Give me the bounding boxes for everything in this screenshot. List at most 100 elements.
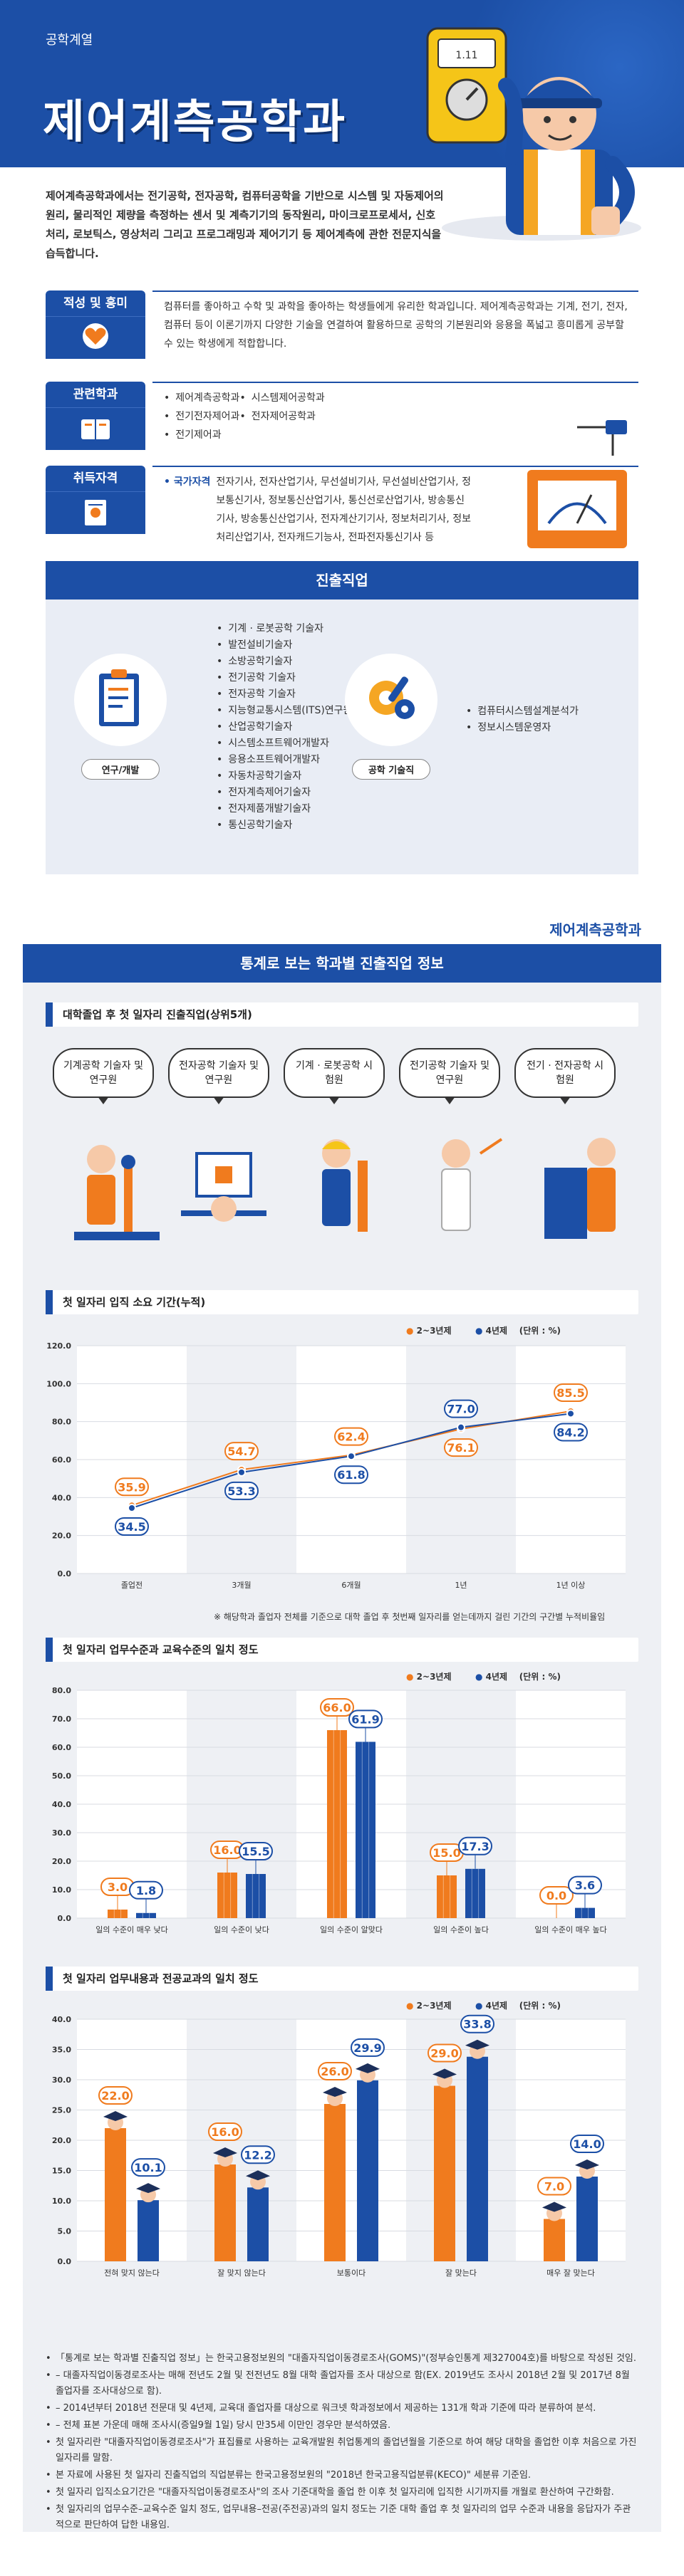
- footnote: 첫 일자리 입직소요기간은 "대졸자직업이동경로조사"의 조사 기준대학을 졸업…: [46, 2485, 638, 2501]
- related-section: 관련학과 제어계측공학과 전기전자제어과 전기제어과 시스템제어공학과 전자제어…: [46, 382, 638, 453]
- chart2-legend-s1: 4년제: [485, 1672, 508, 1682]
- stats-dept-tag: 제어계측공학과: [549, 921, 641, 938]
- bar: [544, 2219, 565, 2261]
- data-label: 29.0: [430, 2047, 458, 2061]
- data-label-box: [320, 1698, 354, 1717]
- bar: [465, 1868, 485, 1918]
- data-label: 84.2: [556, 1425, 584, 1439]
- research-label: 연구/개발: [81, 759, 160, 780]
- data-label: 62.4: [337, 1430, 365, 1444]
- y-tick-label: 10.0: [52, 1885, 71, 1895]
- data-label-box: [334, 1427, 368, 1446]
- related-label-box: 관련학과: [46, 382, 145, 450]
- y-tick-label: 60.0: [52, 1743, 71, 1752]
- chart3-legend: ● 2~3년제 ● 4년제 (단위 : %): [406, 1999, 561, 2011]
- data-label-box: [458, 1836, 492, 1855]
- related-item: 시스템제어공학과: [239, 389, 325, 407]
- series-tag: 공학계열: [46, 33, 93, 48]
- data-label: 26.0: [321, 2065, 348, 2078]
- data-label-box: [348, 1710, 383, 1729]
- legend-dot-orange: ●: [406, 2001, 414, 2011]
- chart1-legend: ● 2~3년제 ● 4년제 (단위 : %): [406, 1324, 561, 1336]
- grad-cap-icon: [246, 2170, 270, 2181]
- data-label-box: [98, 2086, 133, 2105]
- chart1-unit: (단위 : %): [519, 1326, 561, 1336]
- top5-title: 대학졸업 후 첫 일자리 진출직업(상위5개): [46, 1002, 638, 1027]
- data-label-box: [460, 2014, 494, 2033]
- career-item: 지능형교통시스템(ITS)연구원: [217, 703, 352, 719]
- qualification-items: 전자기사, 전자산업기사, 무선설비기사, 무선설비산업기사, 정보통신기사, …: [216, 476, 471, 543]
- y-tick-label: 40.0: [52, 2015, 71, 2024]
- career-title: 진출직업: [46, 561, 638, 600]
- bar: [357, 2080, 378, 2261]
- chart1-legend-s0: 2~3년제: [416, 1326, 452, 1336]
- y-tick-label: 40.0: [52, 1800, 71, 1809]
- top5-bubble: 기계공학 기술자 및 연구원: [53, 1048, 154, 1104]
- data-point: [347, 1452, 356, 1461]
- grad-cap-icon: [323, 2087, 347, 2097]
- y-tick-label: 100.0: [46, 1379, 71, 1388]
- y-tick-label: 35.0: [52, 2046, 71, 2055]
- data-label-box: [224, 1442, 259, 1461]
- x-tick-label: 일의 수준이 낮다: [214, 1925, 269, 1934]
- data-label-box: [224, 1481, 259, 1500]
- gear-wrench-icon: [345, 654, 437, 746]
- x-tick-label: 1년 이상: [556, 1581, 586, 1590]
- legend-dot-orange: ●: [406, 1326, 414, 1336]
- data-point: [237, 1467, 246, 1477]
- bar: [247, 2187, 269, 2261]
- book-icon: [46, 407, 145, 450]
- bar: [324, 2104, 346, 2261]
- chart3-title: 첫 일자리 업무내용과 전공교과의 일치 정도: [46, 1967, 638, 1991]
- hero: 공학계열 제어계측공학과 1.11 제어계측공학과에서는 전기공학, 전자공학,…: [0, 0, 684, 260]
- data-label-box: [208, 2122, 242, 2141]
- svg-text:1.11: 1.11: [455, 50, 477, 61]
- data-label: 77.0: [447, 1403, 475, 1416]
- y-tick-label: 60.0: [52, 1455, 71, 1465]
- grad-cap-icon: [432, 2068, 457, 2079]
- tech-label: 공학 기술직: [352, 759, 430, 780]
- career-item: 소방공학기술자: [217, 654, 352, 670]
- research-career-list: 기계 · 로봇공학 기술자 발전설비기술자 소방공학기술자 전기공학 기술자 전…: [217, 621, 352, 834]
- x-tick-label: 6개월: [341, 1581, 361, 1590]
- aptitude-label: 적성 및 흥미: [46, 290, 145, 316]
- bar: [108, 1910, 128, 1918]
- grad-cap-icon: [542, 2201, 566, 2212]
- data-label-box: [131, 2158, 165, 2177]
- x-tick-label: 일의 수준이 높다: [433, 1925, 489, 1934]
- data-point: [128, 1504, 136, 1512]
- career-item: 산업공학기술자: [217, 719, 352, 735]
- career-item: 전자제품개발기술자: [217, 801, 352, 817]
- career-item: 자동차공학기술자: [217, 768, 352, 785]
- bar: [327, 1730, 347, 1918]
- intro-text: 제어계측공학과에서는 전기공학, 전자공학, 컴퓨터공학을 기반으로 시스템 및…: [46, 189, 444, 260]
- grad-cap-icon: [575, 2159, 599, 2169]
- related-item: 제어계측공학과: [164, 389, 239, 407]
- career-item: 전자공학 기술자: [217, 686, 352, 703]
- chart1-title: 첫 일자리 입직 소요 기간(누적): [46, 1290, 638, 1314]
- data-label: 17.3: [461, 1840, 489, 1853]
- tech-career-list: 컴퓨터시스템설계분석가 정보시스템운영자: [466, 703, 579, 736]
- x-tick-label: 전혀 맞지 않는다: [104, 2268, 160, 2278]
- legend-dot-blue: ●: [475, 2001, 483, 2011]
- data-label-box: [241, 2145, 275, 2164]
- top5-bubble: 기계 · 로봇공학 시험원: [284, 1048, 385, 1104]
- chart3-svg: 0.0 5.0 10.0 15.0 20.0 25.0 30.0 35.0 40.0 전혀 맞지 …: [52, 2014, 626, 2278]
- data-label: 34.5: [118, 1520, 145, 1534]
- data-label: 15.0: [432, 1846, 460, 1860]
- bar: [437, 1875, 457, 1918]
- career-item: 통신공학기술자: [217, 817, 352, 834]
- y-tick-label: 70.0: [52, 1714, 71, 1724]
- grad-cap-icon: [356, 2063, 380, 2073]
- career-item: 전자계측제어기술자: [217, 785, 352, 801]
- bar: [356, 1742, 375, 1918]
- data-label: 0.0: [546, 1889, 566, 1902]
- data-label-box: [444, 1438, 478, 1457]
- aptitude-text: 컴퓨터를 좋아하고 수학 및 과학을 좋아하는 학생들에게 유리한 학과입니다.…: [152, 290, 638, 369]
- y-tick-label: 15.0: [52, 2167, 71, 2176]
- bar: [576, 2177, 598, 2261]
- data-label: 3.6: [575, 1879, 595, 1892]
- chart2-legend-s0: 2~3년제: [416, 1672, 452, 1682]
- footnote: – 대졸자직업이동경로조사는 매해 전년도 2월 및 전전년도 8월 대학 졸업…: [46, 2368, 638, 2399]
- qualification-category-text: 국가자격: [173, 476, 211, 488]
